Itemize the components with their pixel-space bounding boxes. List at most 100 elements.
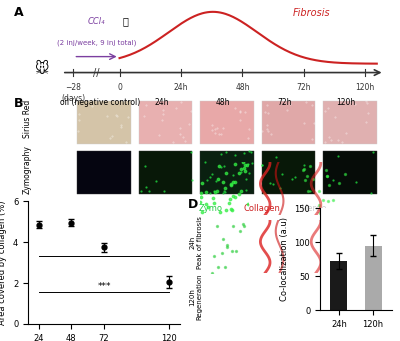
Text: Fibrosis: Fibrosis <box>293 8 330 18</box>
Text: CCl₄: CCl₄ <box>88 17 105 27</box>
Point <box>236 191 242 197</box>
Point <box>214 188 220 193</box>
Point <box>322 167 329 173</box>
Text: ***: *** <box>97 282 111 291</box>
Point <box>219 250 225 256</box>
Text: //: // <box>93 68 100 77</box>
Point <box>220 179 226 185</box>
Point <box>222 265 228 270</box>
Point <box>198 194 204 200</box>
Text: 24h
Peak of fibrosis: 24h Peak of fibrosis <box>190 216 202 269</box>
Point <box>198 209 205 214</box>
Point <box>316 188 322 193</box>
Point <box>326 182 332 188</box>
Point <box>342 172 348 177</box>
Point <box>232 179 238 184</box>
Text: A: A <box>14 6 24 19</box>
Text: 120h: 120h <box>356 83 375 92</box>
Point <box>226 196 233 202</box>
Point <box>199 181 205 186</box>
Point <box>211 200 218 205</box>
Text: 24h: 24h <box>154 98 169 106</box>
Point <box>244 162 250 168</box>
Point <box>241 165 247 170</box>
Point <box>324 173 330 178</box>
Point <box>324 173 330 179</box>
Point <box>198 191 204 196</box>
FancyBboxPatch shape <box>262 151 315 194</box>
Point <box>301 178 308 183</box>
Point <box>242 162 248 167</box>
Text: (2 inj/week, 9 inj total): (2 inj/week, 9 inj total) <box>57 40 136 46</box>
Text: oil (negative control): oil (negative control) <box>60 98 140 106</box>
Point <box>245 202 251 207</box>
Point <box>236 170 242 176</box>
Point <box>305 189 312 194</box>
Point <box>228 181 234 187</box>
FancyBboxPatch shape <box>200 101 254 144</box>
Point <box>217 209 224 215</box>
Text: Sirius Red: Sirius Red <box>23 100 32 138</box>
Text: Collagen: Collagen <box>244 204 280 212</box>
FancyBboxPatch shape <box>77 151 131 194</box>
FancyBboxPatch shape <box>323 101 377 144</box>
Point <box>205 204 212 210</box>
Point <box>230 179 236 184</box>
Point <box>307 163 313 169</box>
Y-axis label: Area covered by collagen (%): Area covered by collagen (%) <box>0 200 7 325</box>
FancyBboxPatch shape <box>139 101 192 144</box>
Text: 48h: 48h <box>216 98 230 106</box>
Point <box>230 224 236 229</box>
Point <box>223 170 229 176</box>
FancyBboxPatch shape <box>200 151 254 194</box>
FancyBboxPatch shape <box>77 101 131 144</box>
Point <box>230 193 236 198</box>
Point <box>214 223 220 228</box>
FancyBboxPatch shape <box>323 151 377 194</box>
Point <box>336 180 342 186</box>
Point <box>228 207 234 212</box>
Point <box>325 198 331 204</box>
Point <box>330 198 337 203</box>
FancyBboxPatch shape <box>262 101 315 144</box>
Point <box>226 200 232 206</box>
Point <box>242 168 248 174</box>
Text: D: D <box>188 198 198 211</box>
Point <box>209 270 215 275</box>
Point <box>232 194 238 200</box>
Text: B: B <box>14 97 24 109</box>
Point <box>233 248 239 254</box>
Text: Merge: Merge <box>300 204 327 212</box>
Text: 24h: 24h <box>174 83 188 92</box>
Text: 120h: 120h <box>336 98 356 106</box>
Point <box>240 221 247 227</box>
Point <box>229 248 235 253</box>
Point <box>220 236 226 241</box>
Point <box>300 167 306 173</box>
Point <box>300 166 307 172</box>
Point <box>215 177 222 182</box>
Text: Zymography: Zymography <box>23 145 32 194</box>
Point <box>237 228 243 234</box>
Text: 120h
Regeneration: 120h Regeneration <box>190 273 202 320</box>
Text: 48h: 48h <box>235 83 250 92</box>
Point <box>216 163 222 168</box>
Point <box>316 210 323 216</box>
Text: −28
(days): −28 (days) <box>61 83 86 103</box>
Point <box>232 162 238 167</box>
Point <box>310 176 316 182</box>
Point <box>212 190 218 195</box>
Point <box>229 207 235 213</box>
Point <box>227 182 234 187</box>
Text: 💉: 💉 <box>122 16 128 27</box>
Text: Zymo: Zymo <box>198 204 222 212</box>
Point <box>211 253 218 258</box>
Point <box>304 174 310 179</box>
Bar <box>330 261 348 310</box>
Text: 🐭: 🐭 <box>36 62 50 76</box>
Point <box>224 244 230 249</box>
Point <box>222 186 228 191</box>
Point <box>238 166 244 171</box>
Y-axis label: Co-localization (a.u): Co-localization (a.u) <box>280 217 289 301</box>
Point <box>330 210 336 216</box>
